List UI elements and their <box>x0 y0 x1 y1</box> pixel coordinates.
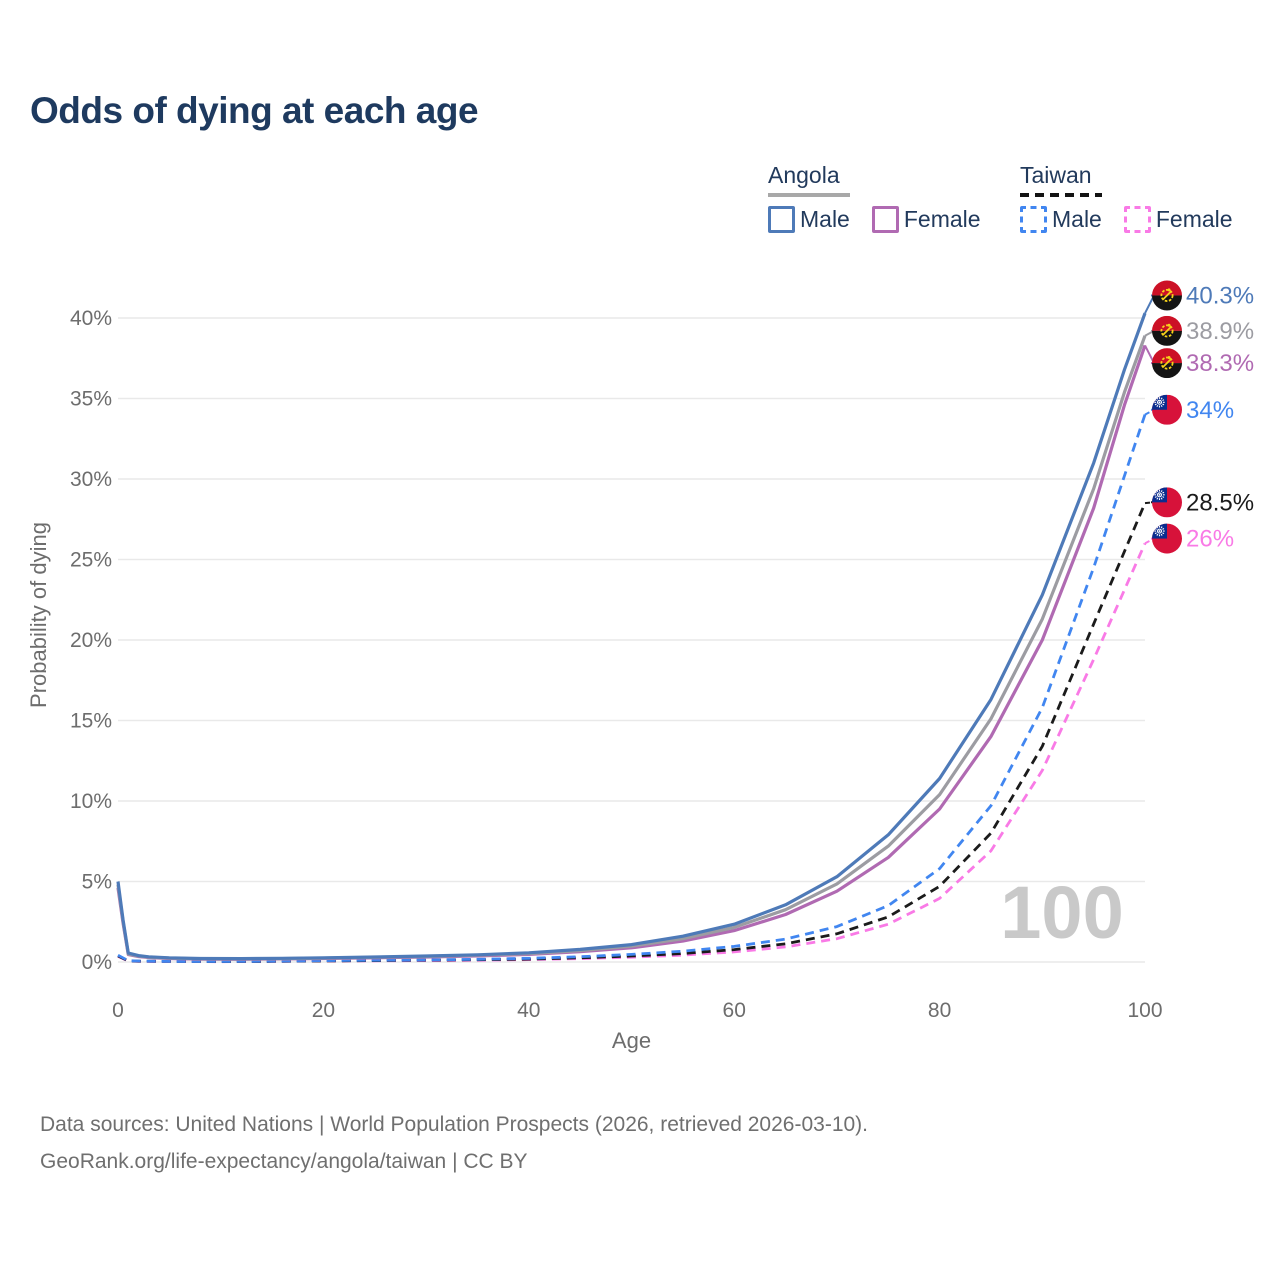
series-line-taiwan-both-sexes[interactable] <box>117 502 1147 963</box>
series-line-angola-female[interactable] <box>116 344 1147 961</box>
x-tick-label: 60 <box>723 999 746 1022</box>
end-label: 40.3% <box>1186 282 1254 309</box>
source-text: Data sources: United Nations | World Pop… <box>40 1106 868 1180</box>
legend-line-swatch-taiwan <box>1020 193 1102 197</box>
legend-checkbox-angola-female[interactable] <box>871 206 899 233</box>
end-marker-angola-male: 40.3% <box>1152 280 1254 311</box>
legend-line-swatch-angola <box>768 193 850 197</box>
end-label: 26% <box>1186 526 1234 553</box>
x-tick-label: 0 <box>112 999 124 1022</box>
legend-item-label: Male <box>1052 206 1102 232</box>
legend-checkbox-taiwan-male[interactable] <box>1020 206 1047 233</box>
end-label: 28.5% <box>1186 489 1254 516</box>
legend-item-taiwan-female[interactable]: Female <box>1123 206 1233 233</box>
legend-group-angola: Angola Male Female <box>768 162 981 233</box>
source-line-1: Data sources: United Nations | World Pop… <box>40 1113 869 1136</box>
legend-item-label: Female <box>1155 206 1233 232</box>
y-tick-label: 35% <box>70 388 112 411</box>
end-label: 34% <box>1186 397 1234 424</box>
end-marker-angola-both-sexes: 38.9% <box>1152 315 1254 346</box>
flag-icon-taiwan <box>1152 523 1182 554</box>
y-tick-label: 25% <box>70 549 112 572</box>
flag-icon-taiwan <box>1152 394 1182 425</box>
source-line-2: GeoRank.org/life-expectancy/angola/taiwa… <box>40 1150 528 1173</box>
y-tick-label: 10% <box>70 790 112 813</box>
y-tick-label: 40% <box>70 307 112 330</box>
y-tick-label: 30% <box>70 468 112 491</box>
flag-icon-angola <box>1152 315 1182 346</box>
x-tick-label: 80 <box>928 999 951 1022</box>
y-tick-label: 0% <box>82 951 112 974</box>
flag-icon-taiwan <box>1152 487 1182 518</box>
end-marker-taiwan-female: 26% <box>1152 523 1234 554</box>
chart-title: Odds of dying at each age <box>30 90 479 131</box>
flag-icon-angola <box>1152 348 1182 379</box>
end-label: 38.3% <box>1186 350 1254 377</box>
legend-checkbox-taiwan-female[interactable] <box>1123 206 1151 233</box>
series-line-taiwan-female[interactable] <box>117 542 1147 964</box>
y-tick-label: 20% <box>70 629 112 652</box>
end-marker-angola-female: 38.3% <box>1152 348 1254 379</box>
y-tick-label: 5% <box>82 871 112 894</box>
series-line-angola-male[interactable] <box>116 312 1147 961</box>
watermark-label: 100 <box>1000 871 1123 954</box>
legend-checkbox-angola-male[interactable] <box>768 206 795 233</box>
legend-item-label: Female <box>903 206 981 232</box>
end-label: 38.9% <box>1186 318 1254 345</box>
flag-icon-angola <box>1152 280 1182 311</box>
legend-item-label: Male <box>800 206 850 232</box>
legend-country-label-taiwan: Taiwan <box>1020 162 1092 188</box>
legend-group-taiwan: Taiwan Male Female <box>1020 162 1233 233</box>
x-axis-title: Age <box>612 1028 651 1053</box>
x-tick-label: 40 <box>517 999 540 1022</box>
x-tick-label: 20 <box>312 999 335 1022</box>
end-marker-taiwan-male: 34% <box>1152 394 1234 425</box>
end-marker-taiwan-both-sexes: 28.5% <box>1152 487 1254 518</box>
legend-item-angola-male[interactable]: Male <box>768 206 850 233</box>
x-tick-label: 100 <box>1127 999 1162 1022</box>
series-line-angola-both-sexes[interactable] <box>116 335 1147 961</box>
series-line-taiwan-male[interactable] <box>117 414 1147 963</box>
legend-item-angola-female[interactable]: Female <box>871 206 981 233</box>
legend-country-label-angola: Angola <box>768 162 840 188</box>
legend-item-taiwan-male[interactable]: Male <box>1020 206 1102 233</box>
y-axis-title: Probability of dying <box>26 522 51 708</box>
y-tick-label: 15% <box>70 710 112 733</box>
